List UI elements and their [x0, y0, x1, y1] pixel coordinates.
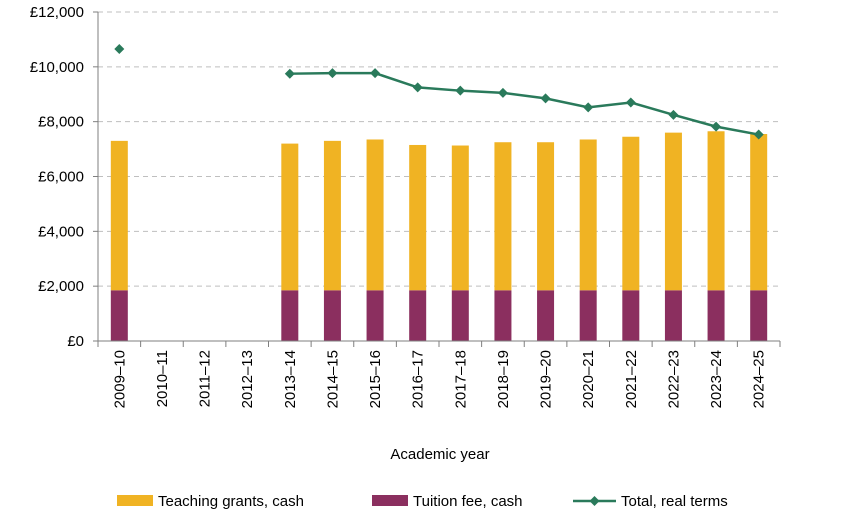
x-tick-label: 2015–16 — [367, 350, 384, 408]
x-tick-label: 2009–10 — [111, 350, 128, 408]
y-tick-label: £12,000 — [30, 4, 84, 21]
legend-swatch-teaching-grants — [117, 495, 153, 506]
x-tick-label: 2016–17 — [410, 350, 427, 408]
bar-teaching-grants — [281, 143, 299, 291]
y-tick-labels: £0 £2,000 £4,000 £6,000 £8,000 £10,000 £12,000 — [30, 4, 84, 350]
point-total-real-terms — [540, 93, 551, 104]
point-total-real-terms — [455, 85, 466, 96]
point-total-real-terms — [497, 87, 508, 98]
bar-teaching-grants — [622, 136, 640, 291]
point-total-real-terms — [668, 109, 679, 120]
bar-teaching-grants — [366, 139, 384, 291]
x-tick-label: 2012–13 — [239, 350, 256, 408]
y-tick-label: £8,000 — [38, 114, 84, 131]
y-tick-label: £0 — [67, 333, 84, 350]
bar-teaching-grants — [110, 140, 128, 291]
bar-tuition-fee — [707, 290, 725, 341]
bar-tuition-fee — [281, 290, 299, 341]
legend-swatch-marker-total-real-terms — [589, 496, 600, 506]
bar-teaching-grants — [664, 132, 682, 291]
bar-tuition-fee — [366, 290, 384, 341]
bar-teaching-grants — [707, 131, 725, 291]
x-tick-label: 2022–23 — [665, 350, 682, 408]
x-tick-labels: 2009–10 2010–11 2011–12 2012–13 2013–14 2014–… — [111, 350, 767, 408]
bar-teaching-grants — [323, 140, 341, 291]
bar-tuition-fee — [494, 290, 512, 341]
y-tick-label: £10,000 — [30, 59, 84, 76]
line-series — [114, 44, 764, 140]
x-tick-label: 2019–20 — [538, 350, 555, 408]
bar-tuition-fee — [409, 290, 427, 341]
x-tick-label: 2021–22 — [623, 350, 640, 408]
bar-tuition-fee — [110, 290, 128, 341]
bar-tuition-fee — [323, 290, 341, 341]
point-total-real-terms — [711, 121, 722, 132]
bar-teaching-grants — [451, 145, 469, 291]
point-total-real-terms — [370, 68, 381, 79]
bar-tuition-fee — [750, 290, 768, 341]
legend-label-total-real-terms: Total, real terms — [621, 493, 728, 510]
x-tick-label: 2014–15 — [324, 350, 341, 408]
x-tick-label: 2011–12 — [197, 350, 214, 407]
point-total-real-terms — [625, 97, 636, 108]
bar-tuition-fee — [664, 290, 682, 341]
x-tick-label: 2020–21 — [580, 350, 597, 408]
bar-tuition-fee — [579, 290, 597, 341]
line-total-real-terms — [289, 71, 759, 136]
y-tick-label: £6,000 — [38, 169, 84, 186]
x-tick-label: 2018–19 — [495, 350, 512, 408]
x-tick-label: 2017–18 — [452, 350, 469, 408]
legend-label-teaching-grants: Teaching grants, cash — [158, 493, 304, 510]
bar-teaching-grants — [579, 139, 597, 291]
x-tick-label: 2013–14 — [282, 350, 299, 408]
x-axis-title: Academic year — [390, 446, 489, 463]
x-tick-label: 2010–11 — [154, 350, 171, 407]
bars — [110, 131, 768, 341]
point-total-real-terms — [114, 44, 125, 55]
bar-tuition-fee — [537, 290, 555, 341]
x-tick-label: 2024–25 — [751, 350, 768, 408]
axes — [93, 11, 781, 347]
bar-teaching-grants — [750, 134, 768, 291]
y-tick-label: £4,000 — [38, 223, 84, 240]
point-total-real-terms — [753, 129, 764, 140]
point-total-real-terms — [327, 68, 338, 79]
point-total-real-terms — [412, 82, 423, 93]
x-tick-label: 2023–24 — [708, 350, 725, 408]
legend: Teaching grants, cash Tuition fee, cash To… — [117, 493, 728, 510]
legend-label-tuition-fee: Tuition fee, cash — [413, 493, 523, 510]
bar-teaching-grants — [409, 144, 427, 291]
legend-swatch-tuition-fee — [372, 495, 408, 506]
bar-teaching-grants — [494, 142, 512, 291]
y-tick-label: £2,000 — [38, 278, 84, 295]
point-total-real-terms — [284, 68, 295, 79]
point-total-real-terms — [583, 102, 594, 113]
bar-tuition-fee — [622, 290, 640, 341]
bar-teaching-grants — [537, 142, 555, 291]
bar-tuition-fee — [451, 290, 469, 341]
